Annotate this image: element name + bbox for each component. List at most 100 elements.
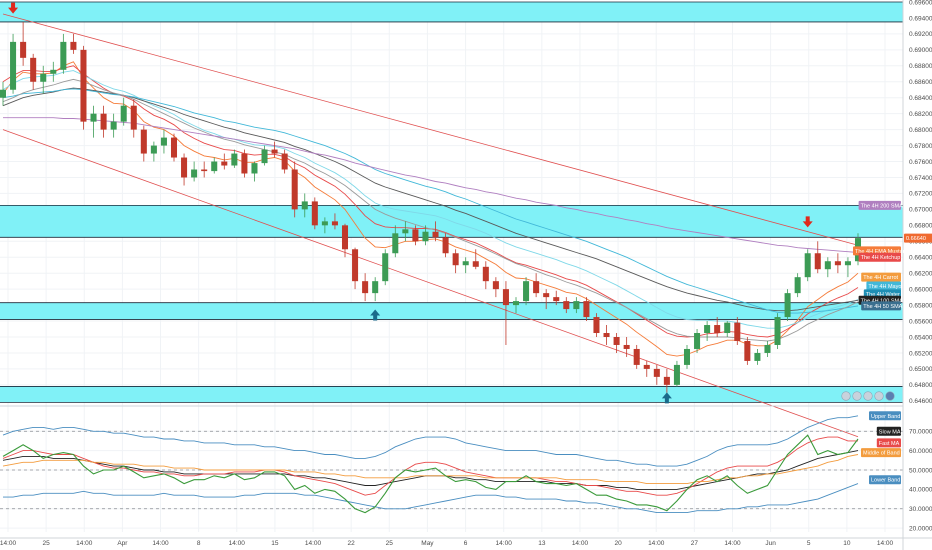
toolbar-icon[interactable]	[885, 391, 895, 401]
candle-body[interactable]	[352, 249, 359, 282]
candle-body[interactable]	[211, 161, 218, 172]
candle-body[interactable]	[20, 41, 27, 58]
candle-body[interactable]	[231, 153, 238, 166]
toolbar-icon[interactable]	[874, 391, 884, 401]
candle-body[interactable]	[744, 340, 751, 361]
toolbar-icons[interactable]	[841, 391, 895, 401]
candle-body[interactable]	[170, 137, 178, 158]
candle-body[interactable]	[341, 225, 349, 250]
candle-body[interactable]	[90, 113, 97, 122]
candle-body[interactable]	[704, 325, 711, 334]
candle-body[interactable]	[734, 322, 741, 341]
candle-body[interactable]	[553, 297, 560, 302]
candle-body[interactable]	[362, 281, 369, 294]
candle-body[interactable]	[754, 352, 761, 361]
candle-body[interactable]	[784, 293, 791, 318]
candle-body[interactable]	[301, 201, 308, 210]
x-tick-label: 14:00	[496, 540, 513, 547]
candle-body[interactable]	[814, 253, 821, 270]
candle-body[interactable]	[392, 233, 399, 254]
candle-body[interactable]	[120, 105, 127, 122]
candle-body[interactable]	[663, 376, 670, 385]
candle-body[interactable]	[673, 364, 680, 385]
candle-body[interactable]	[311, 201, 318, 226]
candle-body[interactable]	[50, 69, 57, 74]
x-tick-label: 14:00	[305, 540, 322, 547]
candle-body[interactable]	[613, 337, 620, 345]
candle-body[interactable]	[331, 221, 338, 226]
candlesticks[interactable]	[0, 21, 862, 393]
candle-body[interactable]	[643, 364, 650, 369]
candle-body[interactable]	[764, 344, 771, 353]
candle-body[interactable]	[110, 121, 117, 130]
candle-body[interactable]	[402, 229, 409, 234]
candle-body[interactable]	[724, 322, 731, 334]
candle-body[interactable]	[543, 293, 550, 298]
candle-body[interactable]	[714, 325, 721, 334]
x-tick-label: 22	[348, 540, 356, 547]
candle-body[interactable]	[221, 161, 228, 166]
candle-body[interactable]	[30, 57, 37, 82]
candle-body[interactable]	[492, 281, 499, 290]
candle-body[interactable]	[502, 289, 509, 306]
trend-line	[2, 129, 859, 438]
candle-body[interactable]	[271, 149, 278, 154]
candle-body[interactable]	[512, 301, 520, 306]
candle-body[interactable]	[472, 261, 479, 267]
candle-body[interactable]	[452, 253, 459, 266]
candle-body[interactable]	[321, 221, 328, 226]
candle-body[interactable]	[160, 137, 167, 146]
candle-body[interactable]	[432, 231, 439, 238]
candle-body[interactable]	[100, 113, 107, 130]
candle-body[interactable]	[523, 281, 530, 302]
candle-body[interactable]	[603, 333, 610, 337]
candle-body[interactable]	[834, 261, 841, 266]
candle-body[interactable]	[0, 89, 7, 98]
candle-body[interactable]	[683, 348, 691, 365]
candle-body[interactable]	[412, 229, 419, 242]
x-tick-label: 14:00	[877, 540, 894, 547]
candle-body[interactable]	[241, 153, 248, 174]
toolbar-icon[interactable]	[852, 391, 862, 401]
candle-body[interactable]	[372, 281, 379, 294]
candle-body[interactable]	[533, 281, 540, 294]
candle-body[interactable]	[291, 169, 298, 210]
candle-body[interactable]	[281, 153, 288, 170]
candle-body[interactable]	[442, 237, 449, 254]
candle-body[interactable]	[482, 266, 489, 282]
candle-body[interactable]	[573, 301, 580, 310]
candle-body[interactable]	[694, 333, 701, 349]
toolbar-icon[interactable]	[863, 391, 873, 401]
y-tick-label: 0.69000	[909, 47, 932, 54]
candle-body[interactable]	[251, 163, 258, 174]
candle-body[interactable]	[60, 41, 67, 70]
candle-body[interactable]	[70, 41, 77, 50]
toolbar-icon[interactable]	[841, 391, 851, 401]
candle-body[interactable]	[150, 145, 157, 154]
candle-body[interactable]	[422, 231, 429, 242]
indicator-tag-bg	[861, 272, 901, 282]
candle-body[interactable]	[130, 105, 137, 130]
candle-body[interactable]	[593, 317, 600, 334]
candle-body[interactable]	[844, 261, 851, 266]
trend-lines	[2, 13, 859, 438]
candle-body[interactable]	[181, 157, 188, 178]
candle-body[interactable]	[261, 149, 268, 164]
candle-body[interactable]	[382, 253, 389, 282]
candle-body[interactable]	[462, 261, 469, 266]
candle-body[interactable]	[653, 368, 660, 377]
candle-body[interactable]	[201, 169, 208, 172]
candle-body[interactable]	[563, 301, 570, 310]
candle-body[interactable]	[623, 344, 630, 349]
candle-body[interactable]	[794, 277, 801, 294]
candle-body[interactable]	[824, 261, 831, 270]
candle-body[interactable]	[140, 129, 147, 154]
candle-body[interactable]	[774, 317, 781, 345]
candle-body[interactable]	[804, 253, 811, 278]
candle-body[interactable]	[80, 49, 87, 122]
candle-body[interactable]	[10, 41, 17, 90]
candle-body[interactable]	[191, 169, 198, 178]
candle-body[interactable]	[633, 348, 640, 365]
candle-body[interactable]	[583, 301, 590, 318]
candle-body[interactable]	[40, 73, 47, 82]
